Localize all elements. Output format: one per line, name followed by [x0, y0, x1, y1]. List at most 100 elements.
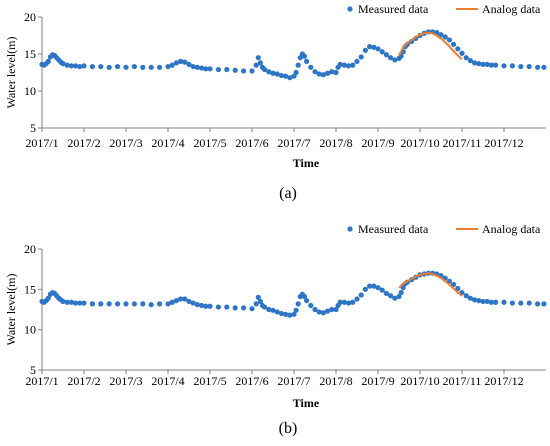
panel-a-measured-point [178, 58, 184, 64]
panel-a-measured-point [131, 63, 137, 70]
panel-b-measured-point [77, 300, 83, 306]
panel-b-y-tick-label: 15 [24, 282, 36, 296]
panel-b-measured-point [375, 285, 381, 291]
panel-a-measured-point [308, 64, 314, 70]
panel-a-measured-point [358, 54, 364, 60]
panel-b-measured-point [541, 301, 547, 307]
panel-a-measured-point [262, 66, 268, 73]
panel-a-measured-point [173, 60, 179, 66]
panel-b-measured-point [224, 304, 230, 310]
panel-b-measured-point [358, 292, 364, 298]
panel-b-measured-point [178, 296, 184, 302]
panel-a-measured-point [442, 34, 448, 40]
panel-b-measured-point [371, 283, 377, 289]
panel-b-measured-point [182, 296, 188, 302]
panel-b-measured-point [379, 287, 385, 293]
panel-a-measured-point [255, 55, 261, 61]
panel-a-measured-point [295, 62, 301, 68]
panel-b-measured-point [148, 302, 154, 308]
panel-a-y-axis-title: Water level(m) [4, 37, 18, 109]
panel-a-measured-point [535, 64, 541, 70]
panel-a-measured-point [257, 60, 263, 66]
panel-a-measured-point [329, 69, 335, 75]
panel-a-measured-point [476, 61, 482, 67]
panel-a-measured-point [203, 66, 209, 72]
panel-a-measured-point [518, 63, 524, 70]
panel-a-measured-point [304, 58, 310, 64]
panel-a-measured-point [367, 44, 373, 50]
panel-b-legend-measured-label: Measured data [358, 222, 429, 236]
panel-b-measured-point [186, 298, 192, 305]
panel-a-measured-point [438, 32, 444, 38]
panel-b-legend-measured-marker [347, 226, 353, 232]
panel-a-measured-point [501, 63, 507, 69]
panel-a-x-tick-label: 2017/6 [235, 136, 268, 150]
panel-b-measured-point [518, 300, 524, 306]
panel-a-measured-point [325, 70, 331, 76]
panel-b-measured-point [287, 312, 293, 318]
panel-b-measured-point [241, 305, 247, 311]
panel-a-measured-point [140, 64, 146, 70]
panel-a-measured-point [232, 67, 238, 73]
panel-b-measured-point [274, 309, 280, 315]
panel-b-measured-point [341, 299, 347, 305]
panel-b-measured-point [140, 301, 146, 307]
panel-b-measured-point [232, 305, 238, 311]
panel-a-measured-point [186, 61, 192, 67]
panel-b-measured-point [467, 295, 473, 301]
panel-b-measured-point [480, 298, 486, 305]
panel-a-measured-point [73, 63, 79, 69]
panel-a-measured-point [270, 70, 276, 76]
panel-b-measured-point [346, 300, 352, 306]
panel-a-legend-analog-label: Analog data [482, 2, 541, 16]
panel-a-measured-point [194, 64, 200, 70]
panel-b-measured-point [270, 307, 276, 313]
panel-b-x-tick-label: 2017/4 [151, 374, 184, 388]
panel-b-measured-point [476, 298, 482, 304]
panel-b-measured-point [253, 301, 259, 307]
panel-a-measured-point [354, 58, 360, 64]
panel-a-x-tick-label: 2017/4 [151, 136, 184, 150]
panel-b-legend-analog-label: Analog data [482, 222, 541, 236]
panel-a-y-tick-label: 5 [30, 121, 36, 135]
panel-a-measured-point [388, 55, 394, 61]
panel-a-measured-point [316, 71, 322, 77]
panel-a-measured-point [215, 66, 221, 73]
panel-b-measured-point [383, 290, 389, 296]
panel-b-measured-point [320, 310, 326, 316]
panel-b-measured-point [337, 299, 343, 305]
panel-b-measured-point [194, 302, 200, 308]
panel-b-measured-point [526, 300, 532, 306]
panel-b-measured-point [165, 301, 171, 307]
panel-b-measured-point [203, 303, 209, 309]
panel-a-measured-point [526, 63, 532, 70]
panel-b-measured-point [73, 300, 79, 306]
panel-b-measured-point [45, 295, 51, 301]
panel-a-legend-measured-marker [347, 6, 353, 12]
panel-a-measured-point [287, 75, 293, 81]
panel-a-x-tick-label: 2017/5 [193, 136, 226, 150]
panel-a-measured-point [383, 52, 389, 58]
panel-a-measured-point [224, 66, 230, 73]
panel-a-measured-point [371, 44, 377, 50]
panel-b-measured-point [283, 311, 289, 317]
panel-a-measured-point [312, 69, 318, 75]
panel-a-measured-point [446, 37, 452, 43]
panel-a-measured-point [379, 49, 385, 55]
panel-b-x-tick-label: 2017/11 [443, 374, 482, 388]
panel-b-measured-point [501, 299, 507, 305]
panel-a-x-axis-title: Time [293, 156, 320, 170]
panel-a-x-tick-label: 2017/3 [109, 136, 142, 150]
panel-a-measured-point [484, 61, 490, 67]
panel-b-measured-point [451, 281, 457, 288]
panel-a-measured-point [278, 72, 284, 79]
panel-b-measured-point [396, 293, 402, 300]
panel-a-x-tick-label: 2017/2 [67, 136, 100, 150]
panel-b-measured-point [388, 293, 394, 299]
panel-a-measured-point [488, 62, 494, 68]
panel-b-measured-point [398, 289, 404, 296]
panel-b-y-tick-label: 5 [30, 363, 36, 377]
panel-a-measured-point [463, 55, 469, 61]
panel-a-measured-point [467, 58, 473, 64]
panel-b-measured-point [472, 297, 478, 303]
